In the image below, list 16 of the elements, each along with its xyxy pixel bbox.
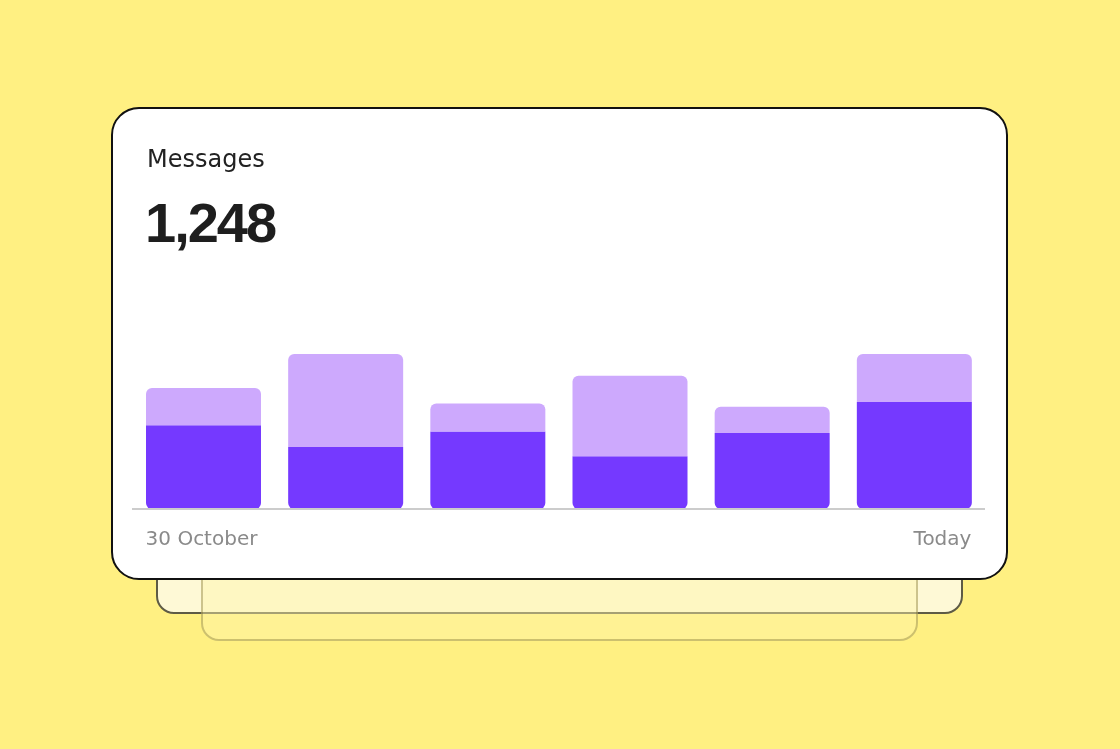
bar [572,375,688,457]
bar [714,406,830,434]
bar [714,433,830,509]
bar [146,388,261,426]
bar [288,447,404,509]
bar [288,354,404,447]
chart-title: Messages [147,145,265,173]
bar [430,431,546,509]
chart-subtitle: 1,248 [145,191,276,254]
bar [856,354,972,403]
bar [430,403,546,432]
bar [146,425,261,509]
x-tick-label: 30 October [145,526,259,550]
bar [856,402,972,509]
x-tick-label: Today [912,526,972,550]
bar [572,456,688,509]
